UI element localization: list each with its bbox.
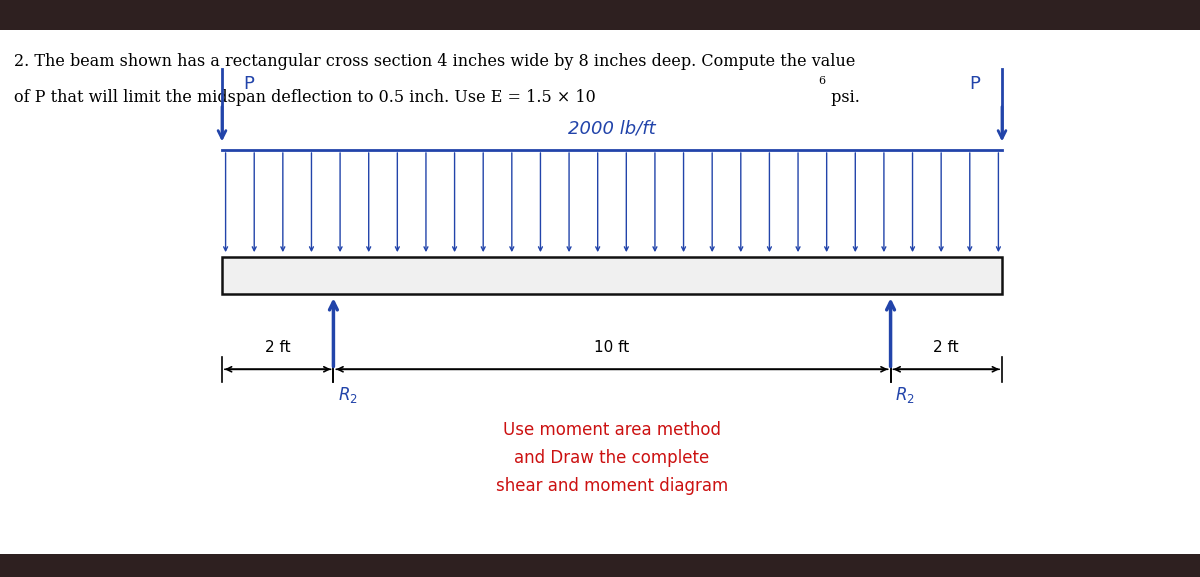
Text: 2. The beam shown has a rectangular cross section 4 inches wide by 8 inches deep: 2. The beam shown has a rectangular cros… (14, 53, 856, 70)
Bar (0, 0, 1200, 30)
Text: Use moment area method
and Draw the complete
shear and moment diagram: Use moment area method and Draw the comp… (496, 421, 728, 495)
Bar (0, 554, 1200, 577)
Text: of P that will limit the midspan deflection to 0.5 inch. Use E = 1.5 × 10: of P that will limit the midspan deflect… (14, 89, 596, 106)
Text: $R_2$: $R_2$ (338, 385, 358, 405)
Text: P: P (244, 75, 254, 93)
Text: 6: 6 (818, 76, 824, 87)
Bar (222, 257, 1002, 294)
Text: x: x (22, 8, 31, 22)
Text: 10 ft: 10 ft (594, 340, 630, 355)
Text: $R_2$: $R_2$ (895, 385, 914, 405)
Text: psi.: psi. (826, 89, 859, 106)
Text: 2 ft: 2 ft (934, 340, 959, 355)
Text: 2 ft: 2 ft (265, 340, 290, 355)
Text: 2000 lb/ft: 2000 lb/ft (568, 119, 656, 137)
Text: P: P (970, 75, 980, 93)
Text: Elaé  ••: Elaé •• (580, 560, 620, 571)
